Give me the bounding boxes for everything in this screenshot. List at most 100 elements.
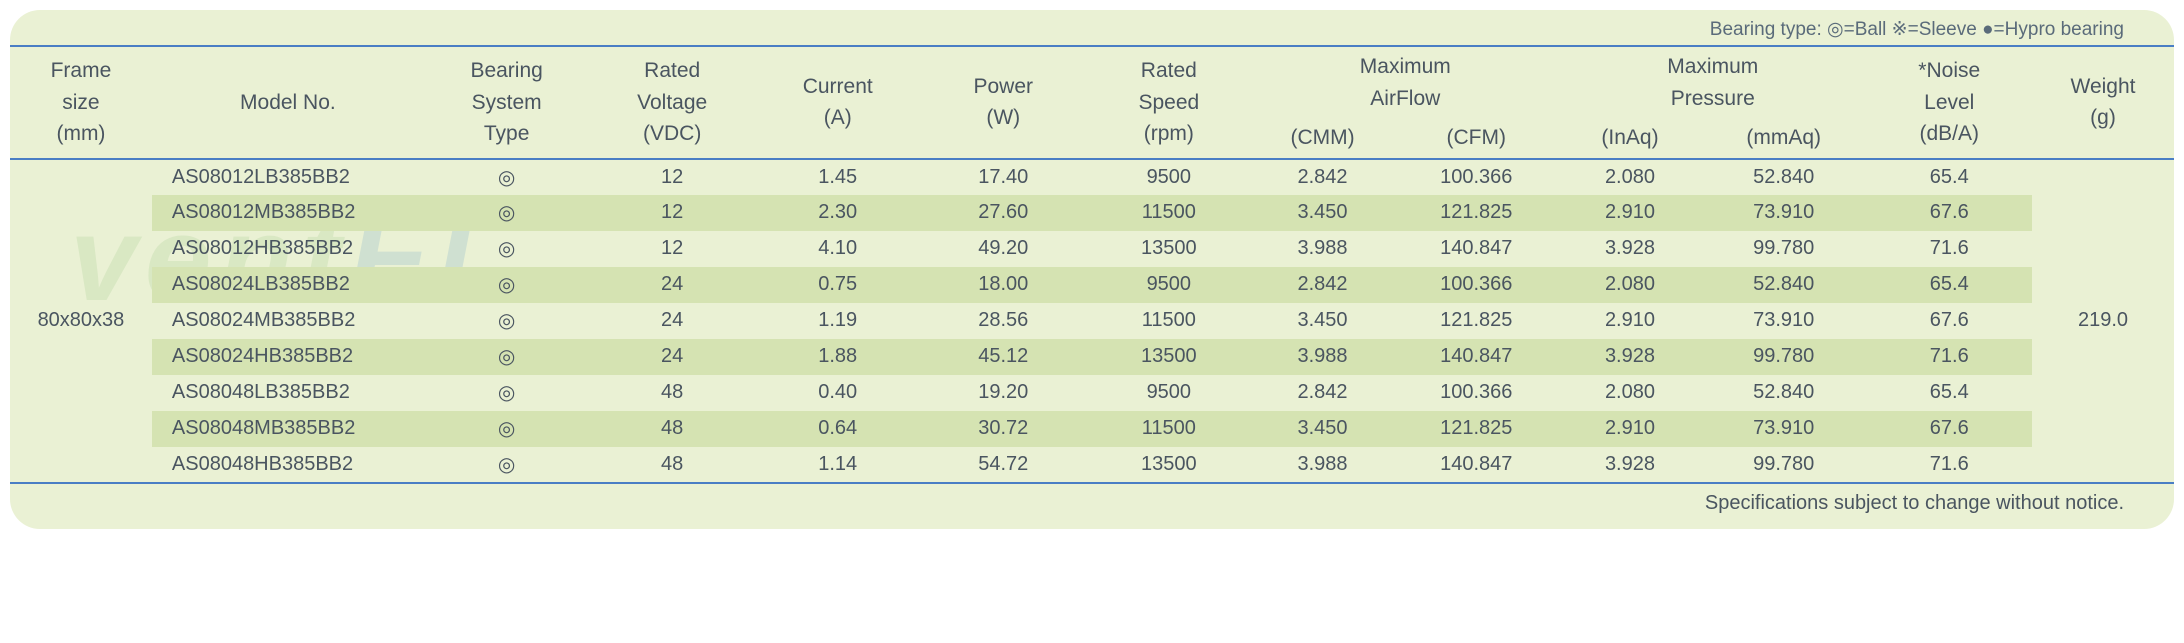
header-weight-l1: Weight [2071,75,2136,98]
cell-noise: 65.4 [1866,267,2032,303]
cell-bearing: ◎ [424,267,590,303]
table-row: AS08024LB385BB2◎240.7518.0095002.842100.… [10,267,2174,303]
spec-table: Frame size (mm) Model No. BearingSystemTyp… [10,45,2174,484]
cell-voltage: 48 [589,411,755,447]
header-weight-l2: (g) [2090,106,2116,129]
cell-speed: 13500 [1086,339,1252,375]
cell-cmm: 3.450 [1252,411,1394,447]
cell-power: 28.56 [921,303,1087,339]
header-frame-l2: size [62,91,99,114]
cell-cmm: 3.988 [1252,231,1394,267]
cell-noise: 67.6 [1866,411,2032,447]
cell-frame: 80x80x38 [10,159,152,483]
cell-noise: 65.4 [1866,375,2032,411]
cell-cmm: 3.988 [1252,339,1394,375]
cell-cfm: 140.847 [1393,447,1559,483]
cell-model: AS08012LB385BB2 [152,159,424,195]
header-model: Model No. [152,46,424,159]
cell-speed: 11500 [1086,303,1252,339]
header-noise-l1: *Noise [1918,59,1980,82]
legend-label: Bearing type: [1710,19,1822,40]
cell-current: 0.75 [755,267,921,303]
cell-bearing: ◎ [424,195,590,231]
cell-cmm: 2.842 [1252,375,1394,411]
table-row: AS08048HB385BB2◎481.1454.72135003.988140… [10,447,2174,483]
cell-cfm: 140.847 [1393,339,1559,375]
cell-voltage: 48 [589,375,755,411]
cell-model: AS08024MB385BB2 [152,303,424,339]
table-row: AS08012MB385BB2◎122.3027.60115003.450121… [10,195,2174,231]
header-cmm: (CMM) [1252,118,1394,159]
cell-inaq: 3.928 [1559,447,1701,483]
cell-model: AS08012MB385BB2 [152,195,424,231]
cell-cfm: 121.825 [1393,411,1559,447]
cell-inaq: 2.080 [1559,159,1701,195]
cell-noise: 71.6 [1866,231,2032,267]
cell-current: 0.64 [755,411,921,447]
cell-inaq: 2.910 [1559,303,1701,339]
cell-mmaq: 52.840 [1701,159,1867,195]
cell-mmaq: 73.910 [1701,303,1867,339]
cell-voltage: 24 [589,303,755,339]
header-mmaq: (mmAq) [1701,118,1867,159]
legend-hypro: ●=Hypro bearing [1982,19,2124,40]
cell-model: AS08048MB385BB2 [152,411,424,447]
header-pressure-l2: Pressure [1671,87,1755,110]
cell-bearing: ◎ [424,303,590,339]
header-noise-l2: Level [1924,91,1974,114]
table-row: AS08048LB385BB2◎480.4019.2095002.842100.… [10,375,2174,411]
header-bearing-l1: Bearing [470,59,542,82]
cell-model: AS08024LB385BB2 [152,267,424,303]
header-voltage-l3: (VDC) [643,122,701,145]
header-voltage-l1: Rated [644,59,700,82]
cell-cmm: 2.842 [1252,267,1394,303]
header-power: Power (W) [921,46,1087,159]
cell-power: 19.20 [921,375,1087,411]
cell-power: 45.12 [921,339,1087,375]
table-row: AS08048MB385BB2◎480.6430.72115003.450121… [10,411,2174,447]
cell-cmm: 3.988 [1252,447,1394,483]
header-power-l1: Power [974,75,1034,98]
header-airflow-l1: Maximum [1360,55,1451,78]
cell-bearing: ◎ [424,231,590,267]
cell-model: AS08024HB385BB2 [152,339,424,375]
header-bearing-l3: Type [484,122,530,145]
header-speed-l1: Rated [1141,59,1197,82]
header-current-l1: Current [803,75,873,98]
header-pressure: MaximumPressure [1559,46,1866,118]
cell-speed: 9500 [1086,375,1252,411]
cell-cmm: 2.842 [1252,159,1394,195]
cell-cfm: 100.366 [1393,267,1559,303]
cell-current: 1.19 [755,303,921,339]
cell-inaq: 2.080 [1559,375,1701,411]
cell-cfm: 121.825 [1393,195,1559,231]
table-row: AS08012HB385BB2◎124.1049.20135003.988140… [10,231,2174,267]
table-row: 80x80x38AS08012LB385BB2◎121.4517.4095002… [10,159,2174,195]
table-header: Frame size (mm) Model No. BearingSystemTyp… [10,46,2174,159]
header-bearing: BearingSystemType [424,46,590,159]
cell-current: 1.14 [755,447,921,483]
cell-speed: 9500 [1086,267,1252,303]
header-frame-l3: (mm) [56,122,105,145]
cell-mmaq: 73.910 [1701,411,1867,447]
header-noise-l3: (dB/A) [1919,122,1979,145]
bearing-legend: Bearing type: ◎=Ball ※=Sleeve ●=Hypro be… [10,10,2174,45]
cell-bearing: ◎ [424,159,590,195]
cell-speed: 13500 [1086,231,1252,267]
cell-power: 27.60 [921,195,1087,231]
cell-current: 2.30 [755,195,921,231]
cell-voltage: 48 [589,447,755,483]
cell-cmm: 3.450 [1252,303,1394,339]
cell-mmaq: 52.840 [1701,375,1867,411]
cell-model: AS08012HB385BB2 [152,231,424,267]
header-frame: Frame size (mm) [10,46,152,159]
legend-sleeve: ※=Sleeve [1892,19,1977,40]
header-noise: *Noise Level (dB/A) [1866,46,2032,159]
header-frame-l1: Frame [51,59,112,82]
header-power-l2: (W) [986,106,1020,129]
cell-noise: 71.6 [1866,339,2032,375]
legend-ball: ◎=Ball [1827,19,1886,40]
cell-current: 1.88 [755,339,921,375]
cell-mmaq: 99.780 [1701,231,1867,267]
header-voltage: RatedVoltage(VDC) [589,46,755,159]
